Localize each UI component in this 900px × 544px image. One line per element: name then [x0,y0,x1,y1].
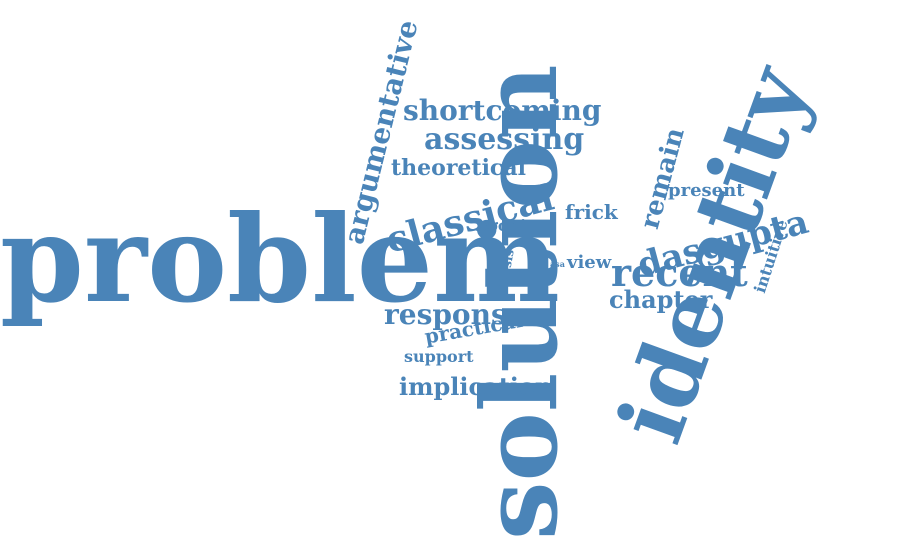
word-boonin: boonin [476,216,538,235]
word-theoretical: theoretical [391,155,526,181]
word-present: present [668,180,745,201]
word-problem: problem [0,189,560,330]
word-shortcoming: shortcoming [403,94,602,127]
word-view: view [567,252,612,273]
word-support: support [404,347,474,366]
word-asa: asa [550,259,565,269]
word-implication: implication [399,372,553,401]
word-chapter: chapter [609,285,713,314]
word-recent: recent [611,250,748,295]
word-response: response [384,298,525,331]
word-frick: frick [565,200,618,224]
word-assessing: assessing [424,122,585,157]
